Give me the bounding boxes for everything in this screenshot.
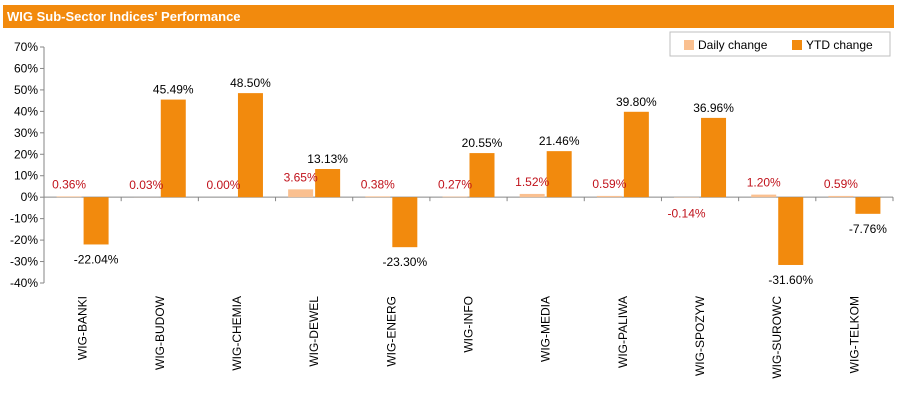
y-tick-label: 0% <box>21 190 39 204</box>
y-tick-label: 30% <box>14 126 38 140</box>
ytd-bar <box>701 117 727 198</box>
x-category-label: WIG-BANKI <box>76 296 90 360</box>
ytd-data-label: 13.13% <box>307 152 348 166</box>
daily-data-label: 0.59% <box>824 177 858 191</box>
x-category-label: WIG-CHEMIA <box>230 296 244 371</box>
daily-data-label: 0.27% <box>438 178 472 192</box>
y-tick-label: 40% <box>14 104 38 118</box>
daily-bar <box>519 193 545 198</box>
ytd-bar <box>546 151 572 198</box>
y-tick-label: -10% <box>10 212 38 226</box>
ytd-data-label: -31.60% <box>768 273 813 287</box>
ytd-data-label: 39.80% <box>616 95 657 109</box>
y-tick-label: -30% <box>10 255 38 269</box>
x-category-label: WIG-TELKOM <box>847 296 861 373</box>
ytd-data-label: -7.76% <box>849 222 887 236</box>
ytd-bar <box>392 197 418 248</box>
daily-data-label: 3.65% <box>284 170 318 184</box>
y-tick-label: 70% <box>14 40 38 54</box>
ytd-bar <box>315 169 341 198</box>
daily-data-label: 1.52% <box>515 175 549 189</box>
daily-data-label: -0.14% <box>668 206 706 220</box>
legend-box <box>669 31 891 57</box>
ytd-data-label: 36.96% <box>693 101 734 115</box>
legend-label-daily: Daily change <box>698 38 768 52</box>
ytd-bar <box>469 153 495 198</box>
y-tick-label: -40% <box>10 276 38 290</box>
x-category-label: WIG-DEWEL <box>307 296 321 367</box>
daily-bar <box>596 195 622 198</box>
chart-title: WIG Sub-Sector Indices' Performance <box>3 5 894 28</box>
ytd-bar <box>83 197 109 245</box>
x-category-label: WIG-SPOZYW <box>693 295 707 376</box>
daily-data-label: 0.59% <box>592 177 626 191</box>
daily-bar <box>442 196 468 198</box>
y-tick-label: 60% <box>14 61 38 75</box>
legend: Daily change YTD change <box>669 31 891 57</box>
daily-data-label: 0.38% <box>361 177 395 191</box>
ytd-bar <box>160 99 186 198</box>
daily-data-label: 0.00% <box>206 178 240 192</box>
x-category-label: WIG-BUDOW <box>153 295 167 370</box>
x-category-label: WIG-SUROWC <box>770 296 784 379</box>
ytd-data-label: -23.30% <box>382 255 427 269</box>
ytd-data-label: -22.04% <box>74 252 119 266</box>
daily-data-label: 0.03% <box>129 178 163 192</box>
daily-data-label: 0.36% <box>52 177 86 191</box>
x-category-label: WIG-MEDIA <box>539 296 553 362</box>
ytd-bar <box>855 197 881 214</box>
legend-label-ytd: YTD change <box>806 38 873 52</box>
x-category-label: WIG-INFO <box>462 296 476 353</box>
x-category-label: WIG-ENERG <box>384 296 398 367</box>
legend-swatch-daily <box>684 40 694 50</box>
daily-bar <box>828 195 854 198</box>
ytd-data-label: 45.49% <box>153 83 194 97</box>
y-tick-label: 50% <box>14 83 38 97</box>
daily-bar <box>365 196 391 198</box>
ytd-bar <box>623 111 649 198</box>
y-tick-label: -20% <box>10 233 38 247</box>
daily-bar <box>751 194 777 198</box>
ytd-bar <box>778 197 804 265</box>
x-category-label: WIG-PALIWA <box>616 296 630 368</box>
ytd-data-label: 48.50% <box>230 76 271 90</box>
daily-bar <box>56 196 82 198</box>
legend-swatch-ytd <box>792 40 802 50</box>
daily-bar <box>288 189 314 198</box>
ytd-bar <box>237 93 263 198</box>
daily-data-label: 1.20% <box>747 176 781 190</box>
ytd-data-label: 20.55% <box>462 136 503 150</box>
ytd-data-label: 21.46% <box>539 134 580 148</box>
y-tick-label: 10% <box>14 169 38 183</box>
y-tick-label: 20% <box>14 147 38 161</box>
